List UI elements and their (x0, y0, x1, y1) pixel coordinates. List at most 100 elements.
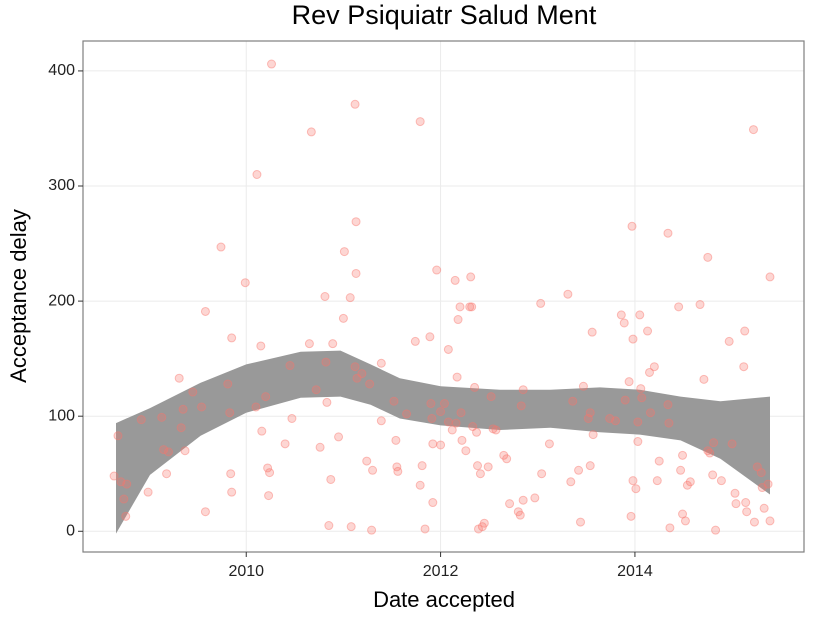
point (730, 488, 740, 498)
point (652, 476, 662, 486)
point (365, 379, 375, 389)
point (682, 480, 692, 490)
point (436, 440, 446, 450)
point (280, 439, 290, 449)
point (703, 446, 713, 456)
point (428, 439, 438, 449)
point (727, 439, 737, 449)
point (756, 468, 766, 478)
point (759, 503, 769, 513)
point (616, 310, 626, 320)
point (588, 430, 598, 440)
point (427, 413, 437, 423)
point (757, 483, 767, 493)
point (391, 435, 401, 445)
x-axis-title: Date accepted (373, 587, 515, 612)
point (451, 418, 461, 428)
point (664, 418, 674, 428)
point (257, 426, 267, 436)
point (428, 498, 438, 508)
point (705, 448, 715, 458)
point (716, 476, 726, 486)
point (415, 480, 425, 490)
y-tick-label: 200 (48, 292, 75, 309)
point (624, 377, 634, 387)
point (585, 461, 595, 471)
point (574, 465, 584, 475)
point (587, 327, 597, 337)
point (635, 310, 645, 320)
point (502, 454, 512, 464)
point (708, 470, 718, 480)
point (585, 408, 595, 418)
point (393, 466, 403, 476)
point (468, 422, 478, 432)
point (633, 417, 643, 427)
point (765, 516, 775, 526)
point (443, 344, 453, 354)
point (452, 372, 462, 382)
point (649, 362, 659, 372)
point (513, 507, 523, 517)
point (678, 509, 688, 519)
point (256, 341, 266, 351)
x-tick-label: 2014 (617, 563, 653, 580)
point (765, 272, 775, 282)
point (742, 507, 752, 517)
point (740, 326, 750, 336)
y-axis-title: Acceptance delay (6, 209, 31, 383)
point (568, 396, 578, 406)
point (197, 402, 207, 412)
point (749, 517, 759, 527)
point (741, 498, 751, 508)
point (499, 450, 509, 460)
point (346, 522, 356, 532)
confidence-band (116, 350, 770, 534)
point (695, 300, 705, 310)
point (159, 445, 169, 455)
point (654, 456, 664, 466)
point (225, 408, 235, 418)
point (350, 99, 360, 109)
point (116, 477, 126, 487)
point (537, 469, 547, 479)
point (263, 463, 273, 473)
point (491, 425, 501, 435)
point (311, 385, 321, 395)
point (518, 385, 528, 395)
points-layer (109, 59, 775, 535)
point (315, 442, 325, 452)
point (731, 499, 741, 509)
point (763, 479, 773, 489)
point (439, 399, 449, 409)
point (678, 450, 688, 460)
point (180, 446, 190, 456)
point (473, 524, 483, 534)
point (287, 413, 297, 423)
point (339, 247, 349, 257)
point (576, 517, 586, 527)
point (739, 362, 749, 372)
point (415, 117, 425, 127)
y-tick-label: 0 (66, 523, 75, 540)
point (486, 392, 496, 402)
point (680, 516, 690, 526)
point (174, 373, 184, 383)
point (628, 476, 638, 486)
point (467, 302, 477, 312)
point (264, 491, 274, 501)
point (420, 524, 430, 534)
point (436, 407, 446, 417)
point (367, 525, 377, 535)
point (376, 416, 386, 426)
point (628, 334, 638, 344)
point (188, 387, 198, 397)
point (351, 217, 361, 227)
point (563, 289, 573, 299)
point (261, 392, 271, 402)
point (477, 522, 487, 532)
point (711, 525, 721, 535)
point (122, 479, 132, 489)
point (328, 339, 338, 349)
